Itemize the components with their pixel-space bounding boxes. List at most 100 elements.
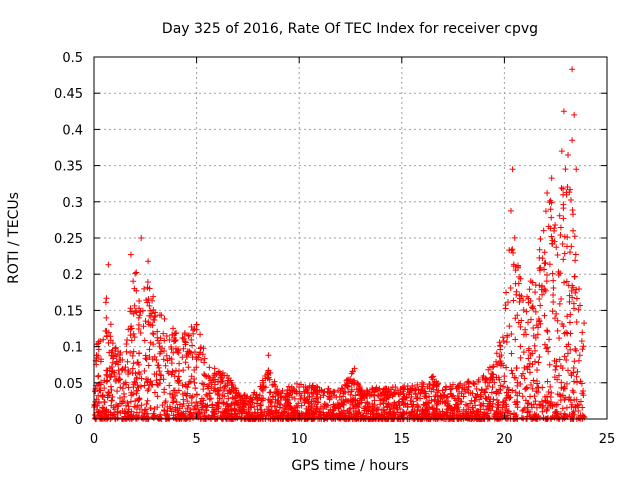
data-point — [214, 391, 221, 398]
data-point — [494, 401, 501, 408]
x-tick-label: 5 — [192, 432, 200, 447]
data-point — [462, 410, 469, 417]
data-point — [285, 403, 292, 410]
data-point — [563, 278, 570, 285]
data-point — [441, 412, 448, 419]
data-point — [180, 345, 187, 352]
data-point — [542, 208, 549, 215]
data-point — [250, 414, 257, 421]
data-point — [567, 397, 574, 404]
data-point — [369, 385, 376, 392]
data-point — [412, 390, 419, 397]
data-point — [497, 346, 504, 353]
data-point — [467, 400, 474, 407]
data-point — [561, 353, 568, 360]
data-point — [457, 398, 464, 405]
data-point — [453, 385, 460, 392]
data-point — [313, 411, 320, 418]
data-point — [201, 359, 208, 366]
data-point — [548, 175, 555, 182]
data-point — [231, 405, 238, 412]
data-point — [298, 402, 305, 409]
data-point — [141, 285, 148, 292]
data-point — [512, 336, 519, 343]
data-point — [554, 327, 561, 334]
data-point — [229, 394, 236, 401]
data-point — [537, 264, 544, 271]
data-point — [342, 389, 349, 396]
data-point — [150, 306, 157, 313]
data-point — [127, 349, 134, 356]
data-point — [172, 407, 179, 414]
data-point — [158, 372, 165, 379]
data-point — [150, 414, 157, 421]
data-point — [532, 334, 539, 341]
data-point — [550, 284, 557, 291]
y-tick-label: 0.3 — [62, 196, 83, 211]
data-point — [541, 266, 548, 273]
data-point — [544, 404, 551, 411]
data-point — [209, 402, 216, 409]
data-point — [144, 410, 151, 417]
data-point — [442, 399, 449, 406]
data-point — [213, 406, 220, 413]
data-point — [573, 373, 580, 380]
data-point — [558, 184, 565, 191]
data-point — [131, 334, 138, 341]
data-point — [135, 314, 142, 321]
data-point — [565, 341, 572, 348]
data-point — [305, 406, 312, 413]
data-point — [409, 404, 416, 411]
data-point — [151, 371, 158, 378]
data-point — [242, 401, 249, 408]
data-point — [363, 387, 370, 394]
data-point — [130, 330, 137, 337]
data-point — [303, 387, 310, 394]
data-point — [395, 415, 402, 422]
data-point — [506, 323, 513, 330]
data-point — [528, 401, 535, 408]
data-point — [572, 251, 579, 258]
data-point — [385, 400, 392, 407]
data-point — [169, 368, 176, 375]
data-point — [527, 316, 534, 323]
data-point — [476, 396, 483, 403]
data-point — [156, 312, 163, 319]
data-point — [182, 339, 189, 346]
data-point — [525, 347, 532, 354]
data-point — [156, 414, 163, 421]
data-point — [539, 402, 546, 409]
data-point — [109, 393, 116, 400]
data-point — [149, 356, 156, 363]
data-point — [351, 379, 358, 386]
data-point — [563, 380, 570, 387]
data-point — [218, 372, 225, 379]
data-point — [161, 386, 168, 393]
data-point — [560, 108, 567, 115]
data-point — [444, 406, 451, 413]
data-point — [517, 354, 524, 361]
data-point — [144, 299, 151, 306]
data-point — [130, 310, 137, 317]
data-point — [508, 247, 515, 254]
data-point — [154, 328, 161, 335]
data-point — [507, 410, 514, 417]
data-point — [552, 221, 559, 228]
data-point — [127, 398, 134, 405]
data-point — [132, 404, 139, 411]
data-point — [500, 399, 507, 406]
data-point — [197, 345, 204, 352]
data-point — [457, 380, 464, 387]
y-tick-label: 0.45 — [54, 87, 83, 102]
data-point — [306, 409, 313, 416]
data-point — [144, 278, 151, 285]
data-point — [410, 398, 417, 405]
data-point — [576, 285, 583, 292]
data-point — [429, 373, 436, 380]
data-point — [150, 293, 157, 300]
data-point — [221, 393, 228, 400]
data-point — [118, 400, 125, 407]
data-point — [191, 349, 198, 356]
data-point — [568, 372, 575, 379]
